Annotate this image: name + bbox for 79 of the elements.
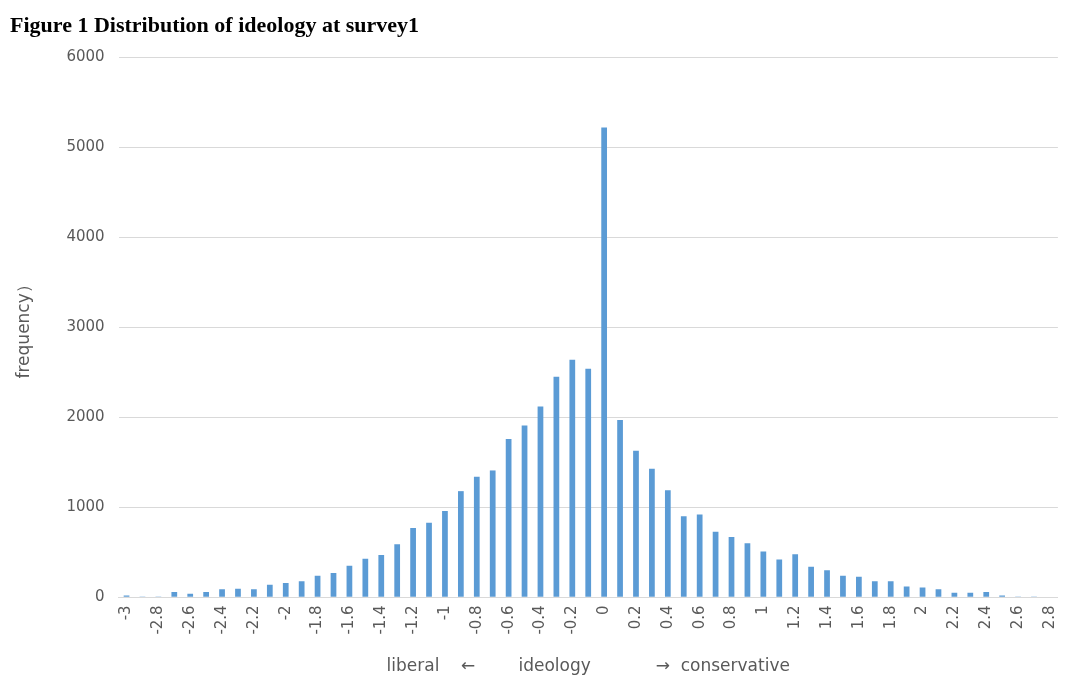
x-tick-label: -2.2 [243,605,262,635]
y-tick-label: 3000 [66,317,105,336]
bar [235,588,241,597]
bar [617,420,623,597]
bar [410,528,416,597]
bar [649,468,655,597]
x-tick-label: -0.6 [498,605,517,635]
bar [442,510,448,597]
x-tick-label: 1.8 [880,605,899,630]
x-tick-label: 1 [753,605,772,615]
y-tick-label: 6000 [66,47,105,66]
x-tick-label: 1.2 [785,605,804,630]
bar [473,476,480,597]
x-axis-title: liberal ← ideology → conservative [386,655,790,676]
bar [601,127,608,597]
bar [458,491,464,597]
bar [808,566,814,597]
bar [983,591,990,597]
x-tick-label: -0.2 [562,605,581,635]
bar [489,470,496,597]
bar [282,582,289,597]
bar [856,576,862,597]
x-tick-label: -1.6 [339,605,358,635]
bar [633,450,639,597]
bar [171,591,178,597]
x-tick-label: 1.6 [848,605,867,630]
x-tick-label: -1.2 [402,605,421,635]
x-tick-label: -1.4 [371,605,390,635]
x-tick-label: 2.8 [1039,605,1058,630]
bar [585,368,592,597]
bar [871,581,878,597]
x-tick-label: -1 [434,605,453,621]
x-tick-label: 0 [594,605,613,615]
bar [776,559,783,597]
x-tick-label: 2.6 [1007,605,1026,630]
bar [824,570,830,597]
bar [251,589,257,597]
x-tick-label: 0.6 [689,605,708,630]
bar [696,514,703,597]
x-tick-label: 0.2 [625,605,644,630]
y-tick-label: 1000 [66,497,105,516]
x-tick-label: 1.4 [816,605,835,630]
x-tick-label: -3 [116,605,135,621]
y-tick-label: 5000 [66,137,105,156]
bar [378,555,385,597]
bar [394,544,401,597]
x-tick-label: 0.4 [657,605,676,630]
bar [362,558,369,597]
bar [664,490,671,597]
bar [219,589,225,597]
x-tick-label: 2.2 [944,605,963,630]
y-tick-label: 4000 [66,227,105,246]
x-tick-label: -1.8 [307,605,326,635]
bar [680,516,687,597]
x-tick-label: -2.4 [211,605,230,635]
x-tick-label: -0.8 [466,605,485,635]
y-axis-title: frequency） [12,276,33,379]
y-tick-label: 2000 [66,407,105,426]
bar [569,359,576,597]
x-tick-label: -2 [275,605,294,621]
bar [760,551,767,597]
bar [426,522,432,597]
x-tick-label: 2 [912,605,931,615]
bar [967,592,974,597]
bar [935,589,942,597]
x-tick-label: -2.8 [148,605,167,635]
x-tick-label: -2.6 [180,605,199,635]
x-tick-label: 2.4 [976,605,995,630]
chart-title: Figure 1 Distribution of ideology at survey1 [10,11,420,37]
bar [919,587,926,597]
bar [840,575,846,597]
bar [187,593,194,597]
bar [792,554,799,597]
bar [298,581,305,597]
bar [203,591,209,597]
bar [266,584,273,597]
x-tick-label: 0.8 [721,605,740,630]
x-tick-label: -0.4 [530,605,549,635]
bar [887,581,894,597]
